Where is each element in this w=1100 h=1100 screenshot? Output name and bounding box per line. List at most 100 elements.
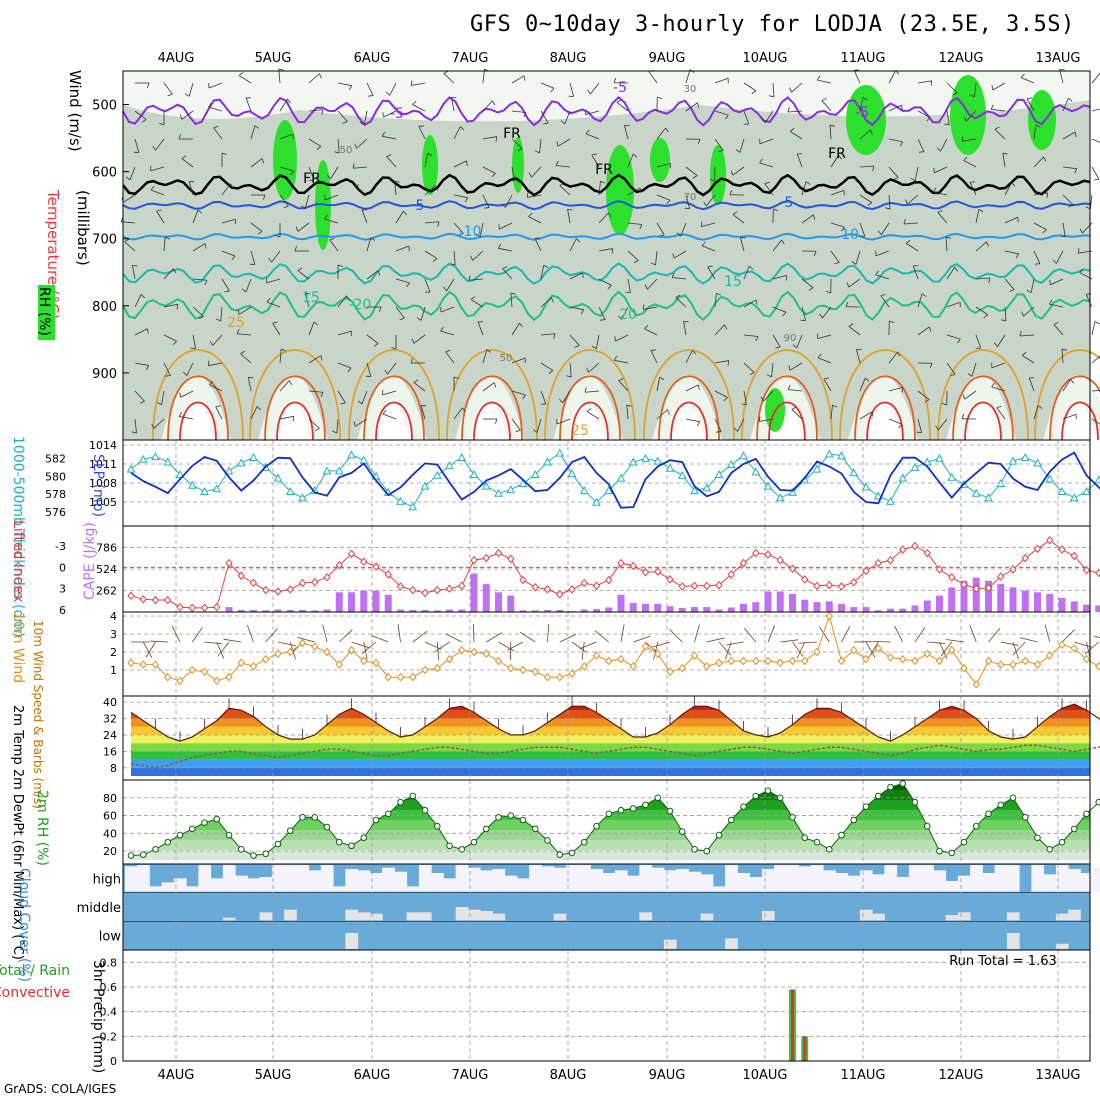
isotherm-25: [937, 349, 1029, 441]
wind-barb-feather: [607, 285, 612, 290]
wind-barb-upper: [830, 189, 845, 196]
wind-barb-upper: [279, 133, 294, 140]
cloud-bar-high: [957, 875, 971, 892]
wind-barb-upper: [482, 382, 495, 392]
wind-barb-feather: [787, 107, 790, 113]
cloud-bar-high: [590, 869, 604, 892]
wind-barb-feather: [221, 152, 227, 155]
wind-barb-feather: [204, 280, 208, 285]
thickness-marker: [555, 448, 565, 457]
wind-barb-10m: [191, 627, 203, 643]
wind-barb-upper: [743, 299, 757, 308]
wind-barb-feather: [1035, 124, 1041, 128]
wind-barb-feather: [716, 292, 722, 296]
cloud-bar-low: [725, 938, 738, 949]
wind-barb-feather: [560, 120, 566, 125]
cape-bar: [421, 609, 429, 612]
wind-speed-marker: [262, 654, 270, 664]
wind-barb-upper: [1033, 405, 1039, 420]
thickness-tick-label: 582: [45, 452, 66, 465]
wind-barb-feather: [559, 182, 565, 186]
wind-speed-marker: [715, 658, 723, 668]
wind-barb-feather: [1094, 178, 1100, 181]
thickness-marker: [396, 496, 405, 505]
wind-speed-marker: [213, 676, 221, 686]
wind-barb-upper: [212, 334, 223, 346]
wind-barb-upper: [644, 328, 658, 336]
wind-barb-10m: [620, 624, 625, 643]
wind-barb-upper: [627, 222, 642, 225]
wind-barb-upper: [192, 243, 206, 252]
lifted-index-marker: [445, 584, 454, 593]
wind-barb-feather: [379, 306, 382, 312]
wind-barb-upper: [743, 82, 756, 91]
wind-barb-upper: [502, 268, 513, 280]
rh-axis-label: RH (%): [36, 287, 52, 336]
thickness-marker: [249, 452, 258, 462]
cape-bar: [617, 594, 625, 612]
wind-barb-feather: [903, 219, 906, 225]
wind-barb-feather: [353, 421, 356, 427]
wind-barb-feather: [1042, 229, 1047, 234]
rh-dry-region: [963, 402, 999, 440]
isotherm-25: [643, 349, 735, 441]
rh-marker: [740, 803, 747, 810]
wind-barb-10m: [149, 640, 168, 643]
wind-barb-feather: [899, 141, 904, 147]
thickness-marker: [163, 457, 173, 466]
cloud-bar-middle: [1006, 912, 1020, 921]
cloud-bar-high: [369, 873, 383, 892]
wind-barb-feather: [1079, 268, 1084, 273]
wind-barb-upper: [329, 239, 339, 252]
lifted-index-marker: [531, 582, 539, 592]
cloud-bar-high: [357, 870, 371, 892]
wind-barb-feather: [268, 257, 272, 263]
wind-speed-marker: [727, 656, 735, 666]
cloud-bar-high: [847, 875, 861, 892]
wind-barb-feather: [812, 214, 816, 220]
lifted-index-marker: [617, 558, 625, 568]
thickness-marker: [1069, 493, 1079, 502]
cloud-bar-middle: [284, 909, 297, 921]
wind-barb-feather: [764, 181, 770, 185]
cloud-bar-middle: [480, 911, 493, 921]
wind-barb-upper: [279, 349, 282, 364]
cape-bar: [715, 609, 723, 612]
wind-barb-upper: [714, 77, 729, 84]
wind-barb-feather: [957, 338, 961, 344]
wind-barb-upper: [904, 222, 919, 225]
wind-barb-upper: [859, 97, 864, 112]
wind-barb-upper: [912, 265, 919, 280]
wind-barb-feather: [970, 181, 976, 183]
wind-barb-feather: [1052, 259, 1057, 264]
wind-barb-10m: [1074, 641, 1092, 648]
wind-barb-upper: [150, 189, 165, 196]
rh-marker: [519, 816, 527, 824]
wind-speed-marker: [274, 649, 282, 659]
wind-barb-feather: [1068, 97, 1073, 102]
wind-barb-upper: [859, 377, 866, 392]
wind-barb-upper: [1002, 153, 1006, 168]
wind-barb-upper: [1028, 377, 1035, 392]
wind-barb-10m: [780, 639, 799, 643]
thickness-axis-label: 1000-500mb Thickness (dm): [10, 436, 26, 637]
precip-convective-bar: [803, 1036, 807, 1061]
cloud-bar-high: [663, 870, 677, 892]
wind-speed-marker: [311, 642, 319, 651]
thickness-marker: [604, 486, 614, 495]
wind-barb-upper: [150, 166, 165, 172]
rh-tick-label: 80: [103, 792, 117, 805]
wind-barb-upper: [714, 138, 724, 151]
cape-tick-label: 262: [96, 585, 117, 598]
rh-marker: [225, 831, 233, 839]
wind-barb-10m: [872, 640, 891, 643]
lifted-index-marker: [739, 558, 748, 568]
cloud-bar-high: [235, 875, 248, 892]
lifted-index-marker: [360, 557, 368, 566]
wind-barb-upper: [250, 250, 256, 265]
wind-barb-feather: [805, 181, 811, 185]
wind-barb-feather: [1048, 299, 1053, 305]
wind-speed-marker: [935, 656, 944, 666]
wind-barb-upper: [685, 69, 691, 84]
wind-barb-feather: [340, 402, 346, 405]
